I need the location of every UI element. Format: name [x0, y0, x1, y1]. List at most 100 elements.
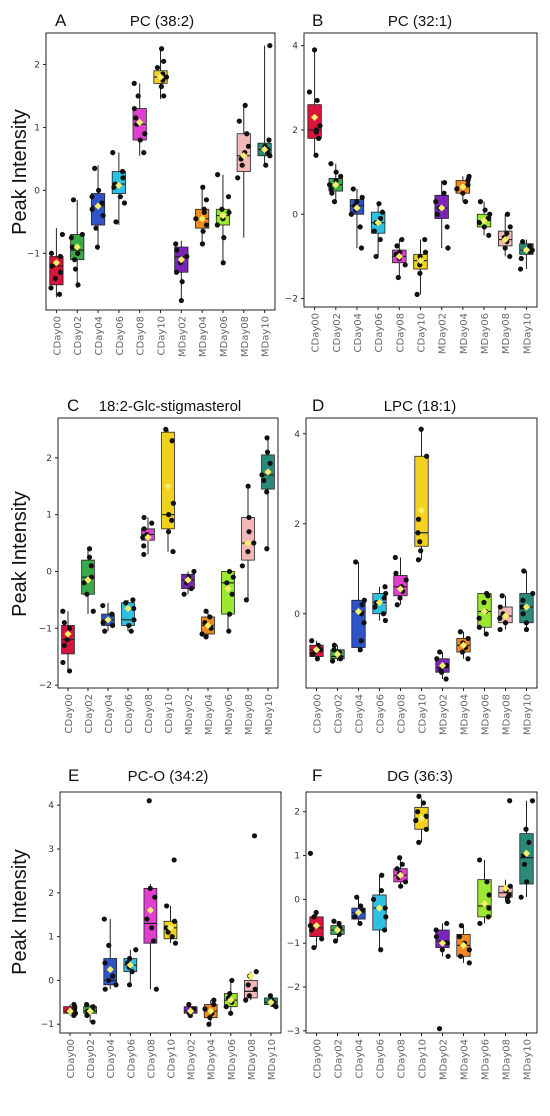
data-point	[200, 228, 206, 234]
data-point	[504, 211, 511, 217]
data-point	[264, 489, 270, 495]
data-point	[507, 253, 513, 260]
data-point	[507, 798, 513, 804]
mean-marker	[177, 256, 185, 264]
data-point	[172, 940, 179, 946]
data-point	[350, 186, 356, 192]
x-tick-label: CDay06	[374, 313, 385, 352]
data-point	[416, 839, 422, 845]
data-point	[121, 200, 128, 206]
box-cday04	[348, 186, 365, 251]
data-point	[507, 883, 513, 889]
x-tick-label: CDay06	[115, 316, 126, 355]
data-point	[437, 649, 443, 655]
data-point	[416, 793, 422, 799]
y-axis-label: Peak Intensity	[9, 109, 31, 235]
x-tick-label: MDay10	[523, 694, 534, 735]
mean-marker	[104, 616, 112, 624]
data-point	[380, 611, 387, 617]
data-point	[458, 953, 464, 959]
data-point	[481, 599, 487, 606]
mean-marker	[459, 183, 467, 191]
data-point	[499, 593, 505, 599]
data-point	[245, 982, 251, 988]
x-tick-label: CDay08	[144, 694, 155, 733]
mean-marker	[396, 585, 405, 593]
data-point	[415, 557, 422, 563]
mean-marker	[480, 900, 489, 908]
data-point	[75, 282, 81, 288]
data-point	[191, 568, 197, 575]
data-point	[245, 483, 251, 489]
box-mday02	[183, 1001, 198, 1019]
data-point	[460, 190, 466, 196]
mean-marker	[156, 73, 165, 81]
data-point	[497, 604, 503, 610]
mean-marker	[184, 576, 192, 584]
data-point	[221, 235, 227, 241]
box-mday06	[223, 977, 238, 1016]
box-mday02	[433, 920, 451, 1032]
data-point	[229, 591, 235, 597]
data-point	[521, 861, 528, 867]
y-tick-label: 0	[294, 610, 300, 620]
data-point	[520, 597, 526, 603]
box-cday10	[153, 46, 170, 100]
data-point	[329, 658, 336, 664]
data-point	[414, 291, 420, 297]
x-tick-label: CDay06	[376, 1039, 387, 1078]
data-point	[504, 230, 510, 236]
data-point	[203, 634, 209, 640]
data-point	[487, 211, 493, 217]
data-point	[484, 879, 490, 885]
mean-marker	[204, 621, 212, 630]
panel-d: D LPC (18:1) 0 2 4 CDay00 CDay02 CDay04 CDay06 CD…	[294, 396, 538, 735]
data-point	[69, 244, 75, 250]
box-mday10	[517, 239, 535, 272]
data-point	[420, 800, 427, 806]
x-tick-label: CDay08	[395, 313, 406, 352]
data-point	[81, 580, 87, 586]
x-tick-label: CDay00	[311, 313, 322, 352]
box-mday06	[476, 857, 492, 927]
data-point	[505, 898, 511, 905]
data-point	[482, 207, 488, 213]
data-point	[158, 46, 165, 52]
data-point	[439, 947, 445, 953]
y-tick-label: 4	[48, 801, 54, 811]
y-tick-label: 4	[292, 42, 298, 52]
data-point	[75, 250, 81, 256]
y-tick-label: −1	[287, 939, 300, 949]
data-point	[357, 224, 363, 230]
data-point	[314, 656, 320, 662]
box-mday10	[259, 435, 275, 552]
box-mday02	[434, 649, 450, 682]
data-point	[484, 590, 490, 597]
x-tick-label: CDay10	[417, 313, 428, 352]
data-point	[530, 590, 536, 597]
data-point	[520, 239, 526, 245]
data-point	[523, 620, 529, 626]
data-point	[171, 918, 178, 924]
mean-marker	[126, 961, 134, 969]
mean-marker	[416, 257, 425, 265]
data-point	[252, 986, 258, 992]
mean-marker	[522, 246, 531, 254]
data-point	[313, 909, 319, 916]
box-cday06	[370, 872, 389, 953]
data-point	[220, 260, 226, 266]
data-point	[66, 625, 73, 631]
data-point	[239, 162, 245, 168]
data-point	[523, 826, 529, 832]
box-mday02	[173, 240, 190, 304]
box-mday04	[193, 184, 210, 247]
data-point	[219, 206, 225, 212]
data-point	[164, 903, 170, 909]
data-point	[225, 194, 232, 200]
mean-marker	[166, 924, 175, 932]
mean-marker	[501, 235, 509, 244]
box-cday08	[140, 514, 155, 558]
y-tick-label: −2	[285, 295, 298, 305]
box-cday10	[413, 236, 429, 297]
data-point	[131, 80, 137, 86]
